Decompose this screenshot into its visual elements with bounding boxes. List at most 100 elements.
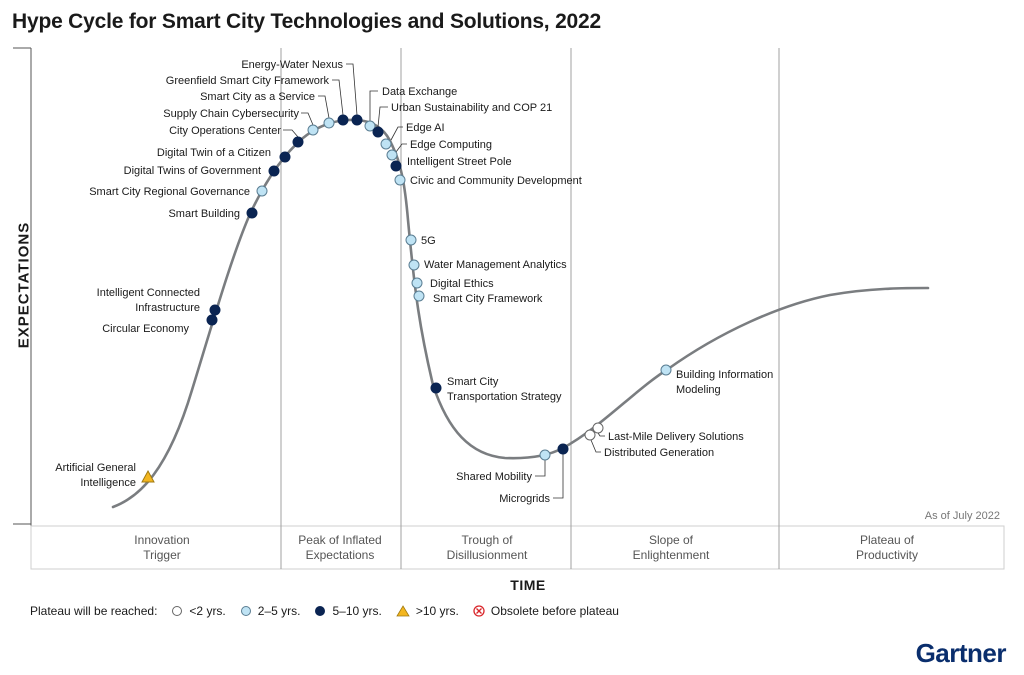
phase-peak: Peak of Inflated Expectations [298, 533, 381, 563]
tech-label: Distributed Generation [604, 447, 714, 459]
tech-marker [279, 151, 291, 163]
phase-plateau: Plateau of Productivity [856, 533, 918, 563]
page-title: Hype Cycle for Smart City Technologies a… [12, 10, 601, 33]
tech-label-line: Energy-Water Nexus [241, 59, 343, 71]
tech-label: Building Information Modeling [676, 369, 773, 396]
tech-label: City Operations Center [169, 125, 281, 137]
tech-label-line: Intelligent Street Pole [407, 156, 512, 168]
tech-label-line: Edge AI [406, 122, 445, 134]
tech-label-line: Microgrids [499, 493, 550, 505]
tech-label: Circular Economy [102, 323, 189, 335]
tech-label: Supply Chain Cybersecurity [163, 108, 299, 120]
phase-line: Plateau of [859, 533, 915, 547]
legend-label: >10 yrs. [415, 604, 459, 618]
tech-marker [539, 449, 551, 461]
tech-label: Smart Building [168, 208, 240, 220]
tech-label-line: City Operations Center [169, 125, 281, 137]
tech-marker [337, 114, 349, 126]
tech-label-line: Artificial General [55, 462, 136, 474]
tech-marker [386, 149, 398, 161]
tech-marker [413, 290, 425, 302]
tech-marker [408, 259, 420, 271]
tech-label: Smart City Framework [433, 293, 543, 305]
tech-labels: Artificial General Intelligence Circular E… [55, 59, 773, 505]
leader-line [301, 112, 314, 126]
tech-label-line: 5G [421, 235, 436, 247]
tech-marker [660, 364, 672, 376]
leader-lines [283, 63, 605, 499]
tech-label-line: Digital Twin of a Citizen [157, 147, 271, 159]
tech-label: Greenfield Smart City Framework [166, 75, 330, 87]
legend-title: Plateau will be reached: [30, 604, 158, 618]
phase-line: Trough of [461, 533, 513, 547]
tech-label-line: Intelligence [80, 477, 136, 489]
tech-label-line: Smart City [447, 376, 499, 388]
phase-line: Enlightenment [632, 548, 710, 562]
tech-label-line: Intelligent Connected [97, 287, 200, 299]
tech-marker [323, 117, 335, 129]
tech-label-line: Data Exchange [382, 86, 457, 98]
y-axis-label: EXPECTATIONS [15, 221, 33, 349]
leader-line [553, 454, 564, 499]
phase-band [30, 525, 1005, 570]
legend-label: <2 yrs. [189, 604, 226, 618]
legend-item-obsolete: Obsolete before plateau [473, 604, 619, 618]
legend-item-gt10: >10 yrs. [396, 604, 459, 618]
tech-label: Intelligent Connected Infrastructure [97, 287, 200, 314]
tech-label-line: Smart City Regional Governance [89, 186, 250, 198]
tech-label: Edge AI [406, 122, 445, 134]
leader-line [535, 460, 546, 477]
tech-marker [394, 174, 406, 186]
yellow-triangle-icon [396, 605, 410, 617]
tech-label-line: Circular Economy [102, 323, 189, 335]
leader-line [283, 129, 299, 138]
legend: Plateau will be reached: <2 yrs. 2–5 yrs… [30, 604, 633, 618]
tech-label-line: Modeling [676, 384, 721, 396]
tech-label-line: Civic and Community Development [410, 175, 582, 187]
tech-label: Digital Twin of a Citizen [157, 147, 271, 159]
tech-marker [246, 207, 258, 219]
phase-line: Disillusionment [446, 548, 528, 562]
as-of-date: As of July 2022 [924, 510, 1000, 522]
tech-marker [584, 429, 596, 441]
tech-label: Intelligent Street Pole [407, 156, 512, 168]
phase-line: Trigger [143, 548, 181, 562]
hype-curve [111, 118, 930, 509]
tech-label-line: Distributed Generation [604, 447, 714, 459]
phase-line: Innovation [134, 533, 190, 547]
tech-marker [268, 165, 280, 177]
legend-item-5to10: 5–10 yrs. [314, 604, 382, 618]
tech-label: Smart City as a Service [200, 91, 315, 103]
white-circle-icon [172, 606, 183, 616]
leader-line [395, 143, 407, 153]
tech-label: 5G [421, 235, 436, 247]
tech-label-line: Shared Mobility [456, 471, 532, 483]
tech-label: Smart City Regional Governance [89, 186, 250, 198]
dark-blue-circle-icon [315, 606, 326, 616]
tech-marker [557, 443, 569, 455]
tech-label-line: Digital Twins of Government [124, 165, 261, 177]
tech-marker [380, 138, 392, 150]
tech-label-line: Greenfield Smart City Framework [166, 75, 330, 87]
tech-label-line: Edge Computing [410, 139, 492, 151]
tech-marker [209, 304, 221, 316]
tech-label: Urban Sustainability and COP 21 [391, 102, 552, 114]
tech-label-line: Supply Chain Cybersecurity [163, 108, 299, 120]
tech-marker [430, 382, 442, 394]
tech-label: Data Exchange [382, 86, 457, 98]
tech-label-line: Urban Sustainability and COP 21 [391, 102, 552, 114]
leader-line [318, 95, 330, 119]
legend-label: 2–5 yrs. [257, 604, 301, 618]
legend-label: 5–10 yrs. [332, 604, 382, 618]
phase-trough: Trough of Disillusionment [447, 533, 528, 563]
obsolete-x-icon [473, 605, 485, 617]
tech-marker [206, 314, 218, 326]
tech-label: Smart City Transportation Strategy [447, 376, 562, 403]
tech-label-line: Smart City as a Service [200, 91, 315, 103]
tech-label: Water Management Analytics [424, 259, 567, 271]
tech-label: Energy-Water Nexus [241, 59, 343, 71]
leader-line [390, 126, 403, 141]
phase-innovation-trigger: Innovation Trigger [134, 533, 189, 563]
phase-slope: Slope of Enlightenment [633, 533, 710, 563]
tech-label: Digital Twins of Government [124, 165, 261, 177]
